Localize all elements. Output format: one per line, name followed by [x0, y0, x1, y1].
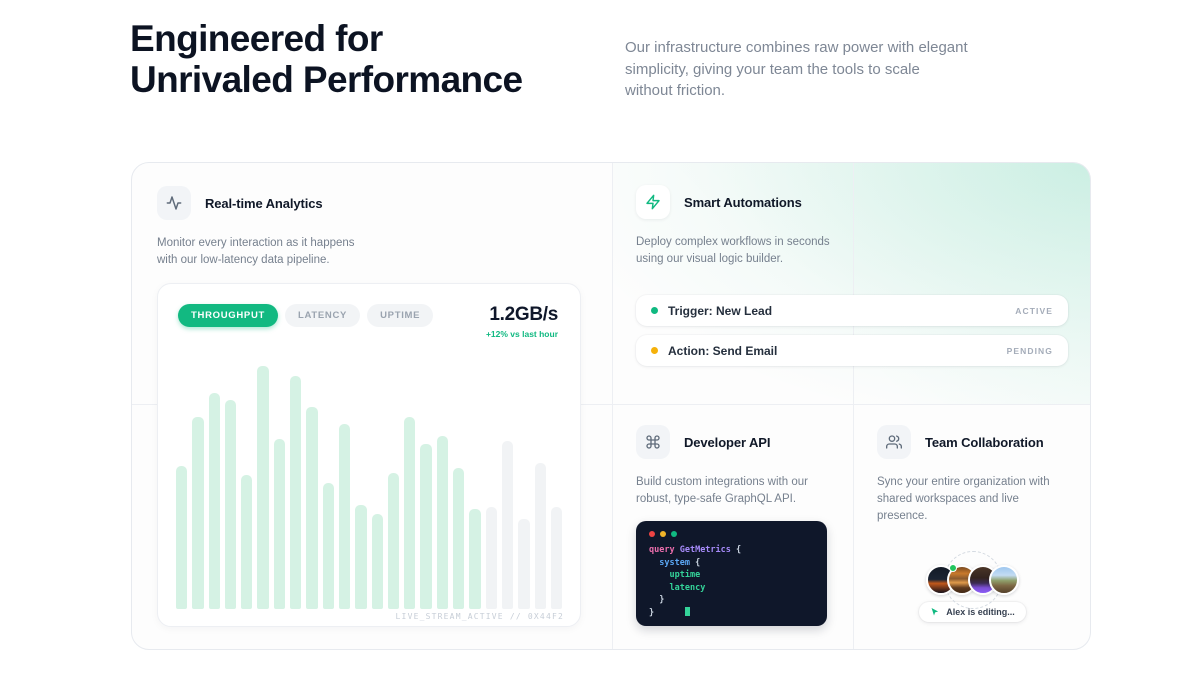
desc-line: using our visual logic builder.	[636, 253, 784, 265]
card-title: Smart Automations	[684, 194, 802, 210]
users-icon	[877, 425, 911, 459]
code-line: }	[649, 595, 665, 605]
tab-latency[interactable]: LATENCY	[285, 304, 361, 327]
online-status-dot	[949, 564, 957, 572]
metric-value: 1.2GB/s	[489, 304, 558, 325]
editing-status-text: Alex is editing...	[946, 607, 1015, 617]
chart-bar	[501, 441, 514, 609]
subtitle-line: Our infrastructure combines raw power wi…	[625, 39, 968, 56]
chart-bar	[322, 482, 334, 609]
subtitle-line: simplicity, giving your team the tools t…	[625, 60, 920, 78]
chart-bar	[241, 475, 253, 609]
chart-bar	[485, 506, 497, 609]
code-line: query GetMetrics {	[649, 545, 742, 555]
activity-icon	[157, 186, 191, 220]
chart-bar	[176, 465, 188, 609]
desc-line: robust, type-safe GraphQL API.	[636, 493, 797, 505]
chart-bar	[273, 438, 286, 609]
subtitle-line: without friction.	[625, 82, 726, 99]
features-grid: Real-time Analytics Monitor every intera…	[131, 162, 1091, 650]
code-line: uptime	[669, 570, 701, 580]
chart-bar	[306, 407, 318, 609]
throughput-bar-chart	[176, 366, 563, 609]
chart-bar	[436, 436, 449, 609]
workflow-list: Trigger: New Lead ACTIVE Action: Send Emai…	[636, 295, 1068, 366]
cursor-pointer-icon	[931, 607, 939, 616]
desc-line: Build custom integrations with our	[636, 476, 808, 488]
card-title: Team Collaboration	[925, 434, 1044, 450]
card-description: Build custom integrations with our robus…	[636, 474, 829, 508]
desc-line: Monitor every interaction as it happens	[157, 237, 355, 249]
avatar-stack	[926, 551, 1019, 609]
chart-bar	[208, 392, 220, 609]
workflow-row[interactable]: Action: Send Email PENDING	[636, 335, 1068, 366]
zap-icon	[636, 185, 670, 219]
workflow-label: Trigger: New Lead	[668, 303, 773, 318]
chart-bar	[518, 519, 530, 609]
stream-status-label: LIVE_STREAM_ACTIVE // 0X44F2	[395, 612, 564, 621]
code-cursor	[684, 606, 690, 616]
tab-throughput[interactable]: THROUGHPUT	[178, 304, 279, 327]
code-editor-window: query GetMetrics { system { uptime laten…	[636, 521, 827, 626]
traffic-light-dot	[671, 531, 677, 537]
card-title: Real-time Analytics	[205, 195, 323, 211]
chart-metric: 1.2GB/s +12% vs last hour	[486, 304, 558, 339]
desc-line: shared workspaces and live presence.	[877, 493, 1019, 522]
chart-bar	[387, 472, 400, 609]
traffic-light-dot	[660, 531, 666, 537]
card-smart-automations: Smart Automations Deploy complex workflo…	[612, 163, 1090, 404]
card-realtime-analytics: Real-time Analytics Monitor every intera…	[132, 163, 612, 649]
page-title-line2: Unrivaled Performance	[130, 59, 523, 100]
grid-divider-vertical-2	[853, 163, 854, 649]
window-traffic-lights	[649, 531, 814, 537]
chart-bar	[469, 509, 481, 609]
grid-divider-horizontal	[132, 404, 1090, 405]
desc-line: Deploy complex workflows in seconds	[636, 236, 830, 248]
card-description: Deploy complex workflows in seconds usin…	[636, 234, 1068, 268]
workflow-label: Action: Send Email	[668, 343, 778, 358]
chart-bar	[371, 514, 383, 609]
graphql-code-snippet: query GetMetrics { system { uptime laten…	[649, 544, 814, 619]
desc-line: Sync your entire organization with	[877, 476, 1050, 488]
grid-divider-vertical-1	[612, 163, 613, 649]
traffic-light-dot	[649, 531, 655, 537]
chart-bar	[534, 463, 546, 609]
chart-bar	[420, 443, 432, 609]
avatar-photo-4	[989, 565, 1019, 595]
page-subtitle: Our infrastructure combines raw power wi…	[625, 37, 968, 102]
workflow-row[interactable]: Trigger: New Lead ACTIVE	[636, 295, 1068, 326]
status-dot	[651, 307, 658, 314]
card-description: Monitor every interaction as it happens …	[157, 235, 587, 269]
page-title: Engineered for Unrivaled Performance	[130, 18, 523, 100]
analytics-chart-panel: THROUGHPUT LATENCY UPTIME 1.2GB/s +12% vs …	[157, 283, 581, 627]
code-line: system {	[659, 557, 701, 568]
editing-status-badge: Alex is editing...	[919, 602, 1026, 622]
workflow-status-badge: PENDING	[1006, 345, 1053, 356]
workflow-status-badge: ACTIVE	[1015, 305, 1053, 316]
chart-metric-tabs: THROUGHPUT LATENCY UPTIME	[178, 304, 434, 327]
chart-bar	[355, 504, 367, 609]
chart-bar	[550, 506, 563, 609]
command-icon	[636, 425, 670, 459]
chart-bar	[224, 400, 237, 609]
card-developer-api: Developer API Build custom integrations …	[612, 404, 853, 649]
chart-bar	[338, 424, 351, 609]
code-line: }	[649, 606, 814, 620]
live-presence-widget: Alex is editing...	[877, 551, 1068, 622]
metric-delta: +12% vs last hour	[485, 329, 558, 339]
tab-uptime[interactable]: UPTIME	[367, 304, 434, 327]
code-line: latency	[669, 582, 706, 593]
card-team-collaboration: Team Collaboration Sync your entire orga…	[853, 404, 1090, 649]
status-dot	[651, 347, 658, 354]
card-title: Developer API	[684, 434, 771, 450]
chart-bar	[257, 366, 269, 609]
page-title-line1: Engineered for	[130, 18, 383, 59]
chart-bar	[453, 468, 465, 609]
chart-bar	[404, 417, 416, 609]
desc-line: with our low-latency data pipeline.	[157, 254, 330, 266]
chart-bar	[192, 417, 204, 609]
card-description: Sync your entire organization with share…	[877, 474, 1068, 525]
chart-bar	[290, 375, 302, 609]
